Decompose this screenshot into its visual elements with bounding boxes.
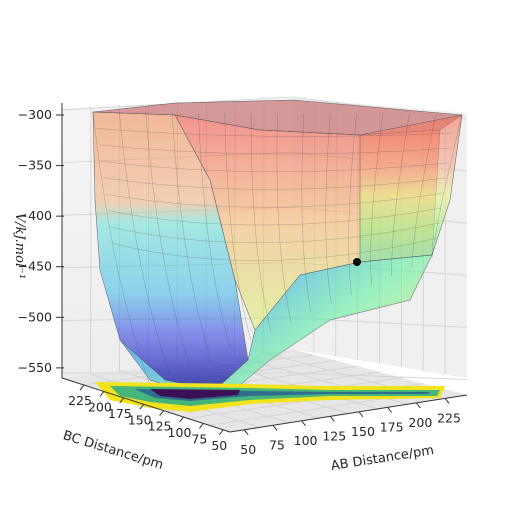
z-tick-label: −350 [18, 158, 52, 173]
y-tick-label: 150 [128, 412, 152, 427]
energy-surface [92, 99, 463, 393]
z-tick-label: −500 [18, 309, 52, 324]
contour-band-minimum [150, 389, 240, 399]
mesh-line [431, 114, 463, 259]
mesh-line [391, 114, 410, 277]
trajectory-point [353, 258, 361, 266]
mesh-line [250, 113, 272, 331]
y-tick-mark [79, 384, 85, 391]
y-tick-mark [139, 403, 145, 410]
x-tick-label: 200 [408, 415, 432, 430]
x-tick-mark [387, 407, 393, 413]
z-axis-label: V/kJ.mol⁻¹ [12, 213, 27, 279]
mesh-line [224, 113, 251, 340]
mesh-line [276, 113, 292, 322]
x-tick-mark [243, 429, 249, 436]
x-tick-label: 150 [351, 424, 375, 439]
surface-mesh [92, 111, 463, 386]
x-tick-mark [329, 416, 335, 422]
y-tick-label: 50 [211, 438, 227, 453]
y-tick-mark [99, 391, 105, 397]
y-axis-label: BC Distance/pm [61, 428, 165, 473]
x-axis-ticks: 50 75 100 125 150 175 200 225 [240, 398, 461, 457]
x-tick-label: 125 [322, 428, 346, 443]
x-tick-mark [358, 411, 364, 418]
mesh-line [348, 114, 357, 295]
mesh-line [171, 112, 211, 358]
x-tick-mark [301, 420, 306, 427]
mesh-line [108, 207, 442, 226]
z-tick-label: −400 [18, 208, 52, 223]
z-tick-label: −550 [18, 360, 52, 375]
axis-lines [61, 103, 468, 433]
y-tick-mark [218, 429, 224, 436]
mesh-line [370, 114, 384, 286]
mesh-line [145, 112, 191, 367]
mesh-line [97, 128, 453, 137]
z-tick-label: −300 [18, 107, 52, 122]
y-tick-mark [159, 410, 164, 416]
mesh-line [301, 113, 312, 313]
z-tick-label: −450 [18, 259, 52, 274]
x-axis-label: AB Distance/pm [330, 443, 435, 474]
y-tick-label: 100 [168, 425, 192, 440]
y-tick-label: 125 [148, 419, 172, 434]
y-tick-mark [179, 416, 184, 423]
surface-right-wall [359, 114, 463, 263]
mesh-line [112, 237, 438, 261]
mesh-line [92, 111, 151, 386]
x-tick-label: 100 [294, 433, 318, 448]
y-tick-label: 175 [108, 406, 132, 421]
y-tick-label: 200 [88, 399, 112, 414]
mesh-line [198, 112, 231, 349]
mesh-line [119, 112, 171, 377]
gridline [291, 372, 468, 380]
x-axis-line [229, 394, 468, 433]
contour-floor [95, 382, 445, 412]
mesh-line [103, 177, 447, 190]
mesh-line [325, 113, 332, 304]
mesh-line [99, 144, 451, 155]
x-tick-mark [415, 402, 421, 409]
x-tick-label: 75 [269, 437, 285, 452]
mesh-line [106, 192, 444, 208]
y-tick-label: 225 [68, 393, 92, 408]
mesh-line [110, 222, 440, 244]
x-tick-label: 225 [437, 410, 461, 425]
y-tick-mark [198, 423, 204, 429]
x-tick-label: 50 [240, 442, 256, 457]
x-tick-label: 175 [380, 419, 404, 434]
mesh-line [101, 161, 449, 173]
y-axis-line [61, 377, 231, 433]
z-axis-ticks: −300 −350 −400 −450 −500 −550 [18, 107, 64, 375]
mesh-line [411, 114, 436, 268]
y-tick-label: 75 [191, 431, 207, 446]
y-tick-mark [119, 397, 125, 404]
x-tick-mark [444, 398, 450, 404]
x-tick-mark [272, 424, 278, 431]
